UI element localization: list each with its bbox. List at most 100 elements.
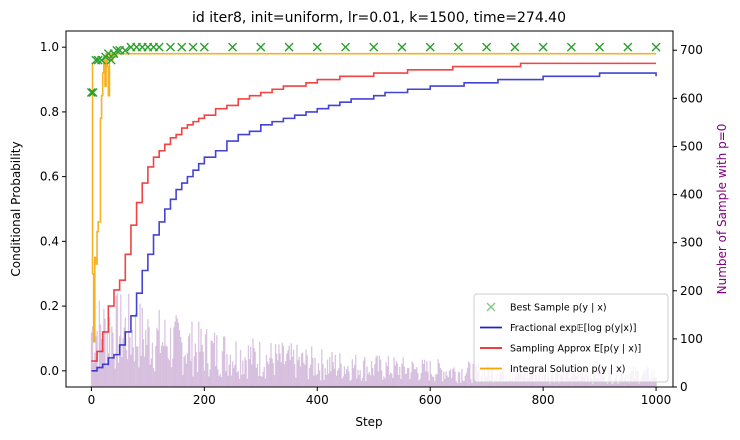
histogram-bar bbox=[423, 359, 426, 387]
histogram-bar bbox=[613, 380, 615, 387]
histogram-bar bbox=[378, 355, 381, 387]
histogram-bar bbox=[253, 348, 255, 387]
histogram-bar bbox=[339, 353, 341, 387]
histogram-bar bbox=[263, 366, 265, 387]
histogram-bar bbox=[245, 360, 247, 387]
histogram-bar bbox=[333, 368, 335, 387]
histogram-bar bbox=[291, 356, 294, 387]
legend-entry-label: Sampling Approx E[p(y | x)] bbox=[510, 344, 641, 355]
histogram-bar bbox=[313, 375, 315, 387]
histogram-bar bbox=[504, 381, 506, 387]
histogram-bar bbox=[296, 344, 298, 387]
histogram-bar bbox=[376, 355, 378, 387]
histogram-bar bbox=[351, 359, 353, 387]
y-tick-label: 1.0 bbox=[40, 40, 59, 54]
histogram-bar bbox=[492, 382, 495, 387]
histogram-bar bbox=[411, 361, 413, 387]
histogram-bar bbox=[438, 363, 440, 387]
histogram-bar bbox=[495, 380, 497, 387]
histogram-bar bbox=[218, 376, 220, 387]
legend: Best Sample p(y | x) Fractional exp𝔼[log … bbox=[473, 293, 669, 383]
histogram-bar bbox=[466, 367, 469, 387]
histogram-bar bbox=[506, 381, 508, 387]
histogram-bar bbox=[241, 374, 243, 387]
histogram-bar bbox=[344, 373, 347, 387]
histogram-bar bbox=[430, 374, 433, 387]
histogram-bar bbox=[369, 375, 372, 387]
histogram-bar bbox=[298, 356, 300, 387]
histogram-bar bbox=[317, 363, 320, 387]
histogram-bar bbox=[349, 380, 351, 387]
histogram-bar bbox=[119, 336, 121, 387]
integral-series-line bbox=[91, 52, 657, 343]
histogram-bar bbox=[320, 380, 322, 387]
histogram-bar bbox=[235, 341, 237, 387]
y2-tick-label: 400 bbox=[680, 188, 703, 202]
histogram-bar bbox=[434, 381, 436, 387]
histogram-bar bbox=[239, 350, 242, 387]
histogram-bar bbox=[336, 370, 339, 387]
x-tick-label: 400 bbox=[306, 393, 329, 407]
histogram-bar bbox=[150, 358, 152, 387]
histogram-bar bbox=[231, 361, 234, 387]
histogram-bar bbox=[343, 366, 346, 387]
histogram-bar bbox=[388, 374, 391, 387]
histogram-bar bbox=[346, 369, 348, 387]
histogram-bar bbox=[299, 366, 302, 387]
histogram-bar bbox=[452, 369, 454, 387]
x-tick-label: 800 bbox=[532, 393, 555, 407]
best-sample-marker bbox=[482, 42, 492, 52]
histogram-bar bbox=[236, 372, 238, 387]
histogram-bar bbox=[208, 376, 210, 387]
histogram-bar bbox=[280, 362, 282, 387]
legend-marker bbox=[486, 302, 496, 312]
histogram-bar bbox=[305, 349, 307, 387]
best-sample-marker bbox=[566, 42, 576, 52]
histogram-bar bbox=[131, 329, 133, 387]
y2-tick-label: 200 bbox=[680, 284, 703, 298]
histogram-bar bbox=[314, 357, 316, 387]
histogram-bar bbox=[252, 338, 254, 387]
histogram-bar bbox=[175, 315, 177, 387]
histogram-bar bbox=[444, 379, 446, 387]
histogram-bar bbox=[210, 340, 212, 387]
histogram-bar bbox=[374, 364, 376, 387]
histogram-bar bbox=[167, 358, 169, 387]
best-sample-marker bbox=[120, 45, 130, 55]
y2-tick-label: 600 bbox=[680, 91, 703, 105]
histogram-bar bbox=[243, 374, 245, 387]
histogram-bar bbox=[448, 370, 451, 387]
histogram-bar bbox=[510, 380, 513, 387]
histogram-bar bbox=[137, 346, 139, 387]
series-layer bbox=[86, 42, 661, 372]
histogram-bar bbox=[445, 371, 447, 387]
histogram-bar bbox=[203, 370, 206, 387]
histogram-bar bbox=[462, 380, 464, 387]
histogram-bar bbox=[166, 346, 168, 387]
histogram-bar bbox=[420, 373, 422, 387]
histogram-bar bbox=[414, 369, 417, 387]
histogram-bar bbox=[588, 381, 591, 387]
best-sample-marker bbox=[93, 55, 103, 65]
best-sample-marker bbox=[538, 42, 548, 52]
histogram-bar bbox=[115, 295, 117, 387]
histogram-bar bbox=[527, 378, 530, 387]
histogram-bar bbox=[165, 345, 167, 387]
histogram-bar bbox=[268, 364, 270, 387]
histogram-bar bbox=[122, 338, 124, 387]
histogram-bar bbox=[327, 373, 330, 387]
histogram-bar bbox=[269, 357, 271, 387]
histogram-bar bbox=[623, 379, 626, 387]
histogram-bar bbox=[451, 377, 453, 387]
histogram-bar bbox=[99, 324, 102, 387]
best-sample-marker bbox=[256, 42, 266, 52]
histogram-bar bbox=[359, 370, 361, 387]
histogram-bar bbox=[98, 300, 101, 387]
histogram-bar bbox=[390, 372, 392, 387]
histogram-bar bbox=[489, 380, 491, 387]
histogram-bar bbox=[160, 345, 163, 387]
x-tick-label: 200 bbox=[193, 393, 216, 407]
histogram-bar bbox=[595, 378, 597, 387]
histogram-bar bbox=[251, 364, 253, 387]
histogram-bar bbox=[332, 361, 334, 387]
